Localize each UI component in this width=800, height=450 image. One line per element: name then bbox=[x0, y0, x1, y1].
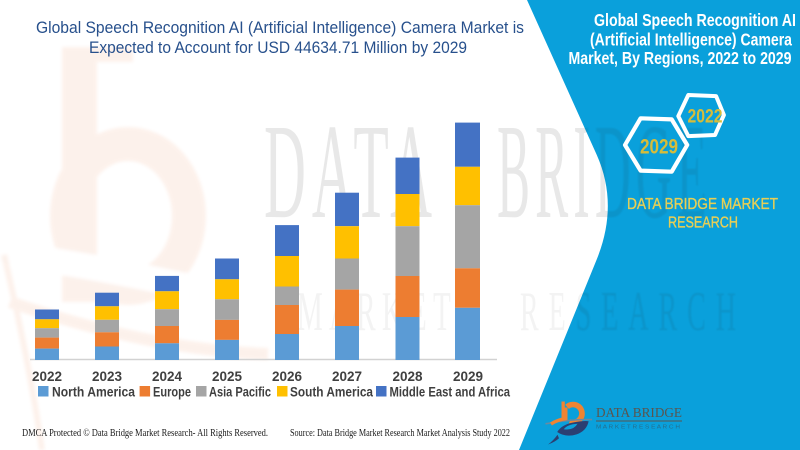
svg-text:North America: North America bbox=[52, 384, 135, 400]
svg-text:2028: 2028 bbox=[392, 369, 423, 384]
svg-text:2022: 2022 bbox=[688, 107, 723, 128]
svg-text:2024: 2024 bbox=[152, 369, 183, 384]
svg-text:Expected to Account for USD 44: Expected to Account for USD 44634.71 Mil… bbox=[89, 39, 467, 57]
svg-text:2026: 2026 bbox=[272, 369, 303, 384]
svg-text:RESEARCH: RESEARCH bbox=[668, 215, 738, 232]
svg-text:DATA BRIDGE MARKET: DATA BRIDGE MARKET bbox=[627, 196, 778, 213]
svg-text:2023: 2023 bbox=[92, 369, 123, 384]
svg-text:2022: 2022 bbox=[32, 369, 62, 384]
svg-text:Source: Data Bridge Market Res: Source: Data Bridge Market Research Mark… bbox=[290, 428, 510, 439]
svg-text:2027: 2027 bbox=[332, 369, 362, 384]
svg-text:South America: South America bbox=[290, 384, 373, 400]
svg-text:Global Speech Recognition AI (: Global Speech Recognition AI (Artificial… bbox=[36, 19, 524, 37]
svg-text:Middle East and Africa: Middle East and Africa bbox=[390, 384, 511, 400]
svg-text:Market, By Regions, 2022 to 20: Market, By Regions, 2022 to 2029 bbox=[569, 48, 792, 68]
svg-text:2029: 2029 bbox=[640, 136, 678, 159]
svg-text:DMCA Protected © Data Bridge M: DMCA Protected © Data Bridge Market Rese… bbox=[22, 428, 268, 439]
svg-text:(Artificial Intelligence) Came: (Artificial Intelligence) Camera bbox=[590, 30, 792, 50]
svg-text:MARKET: MARKET bbox=[297, 281, 457, 343]
svg-text:2029: 2029 bbox=[453, 369, 483, 384]
svg-text:DATA BRIDGE: DATA BRIDGE bbox=[596, 406, 682, 421]
svg-text:Global Speech Recognition AI: Global Speech Recognition AI bbox=[594, 10, 796, 30]
svg-text:M A R K E T R E S E A R C H: M A R K E T R E S E A R C H bbox=[596, 425, 680, 431]
svg-text:Asia Pacific: Asia Pacific bbox=[209, 384, 271, 400]
svg-text:Europe: Europe bbox=[153, 384, 191, 400]
svg-text:2025: 2025 bbox=[212, 369, 243, 384]
